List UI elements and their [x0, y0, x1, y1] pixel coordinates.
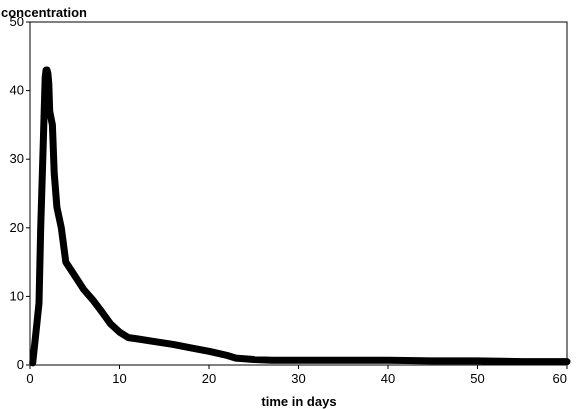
- y-tick-label: 0: [17, 357, 24, 372]
- x-axis-title: time in days: [261, 394, 336, 409]
- x-tick-label: 10: [112, 371, 126, 386]
- x-tick-label: 40: [381, 371, 395, 386]
- x-tick-label: 20: [202, 371, 216, 386]
- y-tick-label: 40: [10, 83, 24, 98]
- y-tick-label: 10: [10, 288, 24, 303]
- x-tick-label: 0: [26, 371, 33, 386]
- x-tick-label: 50: [470, 371, 484, 386]
- plot-frame: [29, 21, 568, 366]
- x-axis-ticks: 0 10 20 30 40 50 60: [26, 365, 568, 386]
- y-axis-ticks: 0 10 20 30 40 50: [10, 14, 30, 372]
- y-tick-label: 30: [10, 151, 24, 166]
- concentration-series-line: [29, 66, 571, 367]
- y-tick-label: 20: [10, 220, 24, 235]
- x-tick-label: 30: [291, 371, 305, 386]
- y-axis-title: concentration: [1, 5, 87, 20]
- x-tick-label: 60: [553, 371, 567, 386]
- y-tick-label: 50: [10, 14, 24, 29]
